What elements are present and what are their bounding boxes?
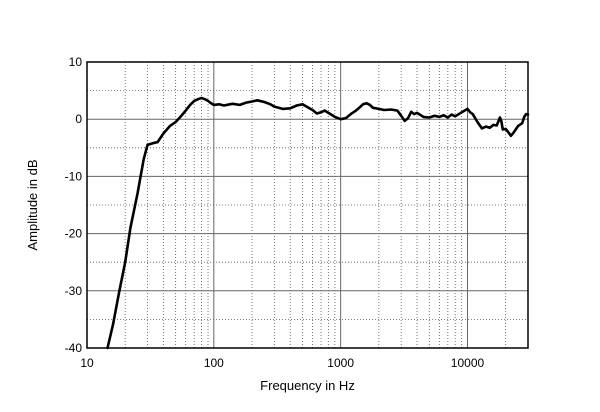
x-axis-title: Frequency in Hz <box>260 378 355 393</box>
x-tick-label: 10 <box>80 356 94 370</box>
response-curve <box>106 96 530 350</box>
x-tick-labels: 10 100 1000 10000 <box>80 356 484 370</box>
y-tick-label: 10 <box>69 55 83 69</box>
y-tick-label: 0 <box>75 112 82 126</box>
y-tick-label: -20 <box>65 227 83 241</box>
y-tick-label: -30 <box>65 284 83 298</box>
y-tick-label: -40 <box>65 341 83 355</box>
y-axis-title: Amplitude in dB <box>25 159 40 250</box>
x-tick-label: 10000 <box>451 356 485 370</box>
y-tick-labels: 10 0 -10 -20 -30 -40 <box>65 55 83 355</box>
y-tick-label: -10 <box>65 169 83 183</box>
x-tick-label: 100 <box>204 356 224 370</box>
plot-area <box>87 62 528 348</box>
plot-frame <box>86 61 529 349</box>
series-layer <box>106 96 530 350</box>
x-tick-label: 1000 <box>327 356 354 370</box>
